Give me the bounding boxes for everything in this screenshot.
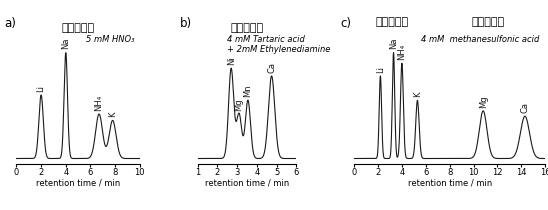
Text: Ni: Ni [227, 57, 236, 65]
Text: Ca: Ca [521, 102, 529, 113]
Text: Mg: Mg [235, 98, 243, 111]
Title: 二価イオン: 二価イオン [230, 23, 264, 33]
Text: 4 mM  methanesulfonic acid: 4 mM methanesulfonic acid [421, 35, 539, 44]
X-axis label: retention time / min: retention time / min [408, 178, 492, 187]
Text: a): a) [4, 17, 16, 30]
X-axis label: retention time / min: retention time / min [36, 178, 120, 187]
Text: NH₄: NH₄ [95, 95, 104, 111]
Text: K: K [413, 92, 422, 97]
Title: 一価イオン: 一価イオン [61, 23, 95, 33]
Text: Mg: Mg [478, 95, 488, 108]
Text: 一価イオン: 一価イオン [376, 17, 409, 27]
Text: Li: Li [37, 85, 45, 92]
Text: 二価イオン: 二価イオン [471, 17, 505, 27]
X-axis label: retention time / min: retention time / min [205, 178, 289, 187]
Text: b): b) [180, 17, 192, 30]
Text: c): c) [341, 17, 352, 30]
Text: 4 mM Tartaric acid
+ 2mM Ethylenediamine: 4 mM Tartaric acid + 2mM Ethylenediamine [227, 35, 330, 54]
Text: Mn: Mn [243, 84, 253, 97]
Text: Na: Na [389, 38, 398, 50]
Text: NH₄: NH₄ [397, 44, 407, 60]
Text: K: K [108, 112, 117, 117]
Text: Ca: Ca [267, 62, 276, 73]
Text: 5 mM HNO₃: 5 mM HNO₃ [85, 35, 134, 44]
Text: Li: Li [376, 66, 385, 73]
Text: Na: Na [61, 38, 70, 50]
